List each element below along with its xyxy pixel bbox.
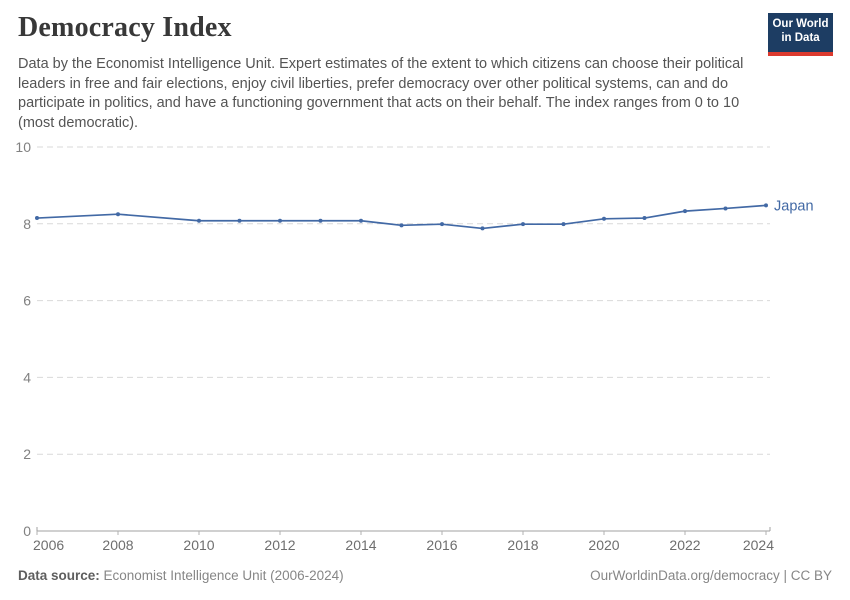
y-tick-label: 4 [23,369,31,385]
data-source-text: Economist Intelligence Unit (2006-2024) [99,568,344,583]
x-tick-label: 2006 [33,537,64,553]
x-tick-label: 2020 [588,537,619,553]
data-point[interactable] [642,216,647,221]
x-tick-label: 2010 [183,537,214,553]
chart-footer: Data source: Economist Intelligence Unit… [18,568,832,583]
x-tick-label: 2012 [264,537,295,553]
data-point[interactable] [723,206,728,211]
owid-logo-line1: Our World [772,18,829,30]
y-tick-label: 0 [23,523,31,539]
data-point[interactable] [278,218,282,223]
y-tick-label: 2 [23,446,31,462]
page-title: Democracy Index [18,12,232,43]
data-point[interactable] [359,218,363,223]
data-point[interactable] [399,223,404,228]
x-tick-label: 2022 [669,537,700,553]
owid-logo[interactable]: Our World in Data [768,13,833,56]
y-tick-label: 6 [23,293,31,309]
data-point[interactable] [318,218,323,223]
data-point[interactable] [116,212,120,217]
x-tick-label: 2016 [426,537,457,553]
data-source-note: Data source: Economist Intelligence Unit… [18,568,344,583]
data-point[interactable] [237,218,242,223]
rights-note[interactable]: OurWorldinData.org/democracy | CC BY [590,568,832,583]
line-chart: 0 2 4 6 8 10 2006 2008 2010 2012 2014 2016 2018 2020 2… [15,139,814,553]
data-point[interactable] [440,222,444,227]
data-point[interactable] [602,216,606,221]
data-point[interactable] [35,216,39,221]
chart-subtitle: Data by the Economist Intelligence Unit.… [18,56,744,132]
series-end-label[interactable]: Japan [774,198,814,214]
x-tick-label: 2018 [507,537,538,553]
data-source-label: Data source: [18,568,100,583]
x-tick-label: 2008 [102,537,133,553]
data-point[interactable] [521,222,525,227]
data-point[interactable] [197,218,201,223]
x-tick-label: 2014 [345,537,376,553]
data-point[interactable] [764,203,768,208]
data-point[interactable] [480,226,485,231]
owid-logo-line2: in Data [781,32,820,45]
y-tick-label: 10 [15,139,31,155]
y-tick-label: 8 [23,216,31,232]
data-point[interactable] [561,222,566,227]
x-tick-label: 2024 [743,537,774,553]
data-point[interactable] [683,209,687,214]
